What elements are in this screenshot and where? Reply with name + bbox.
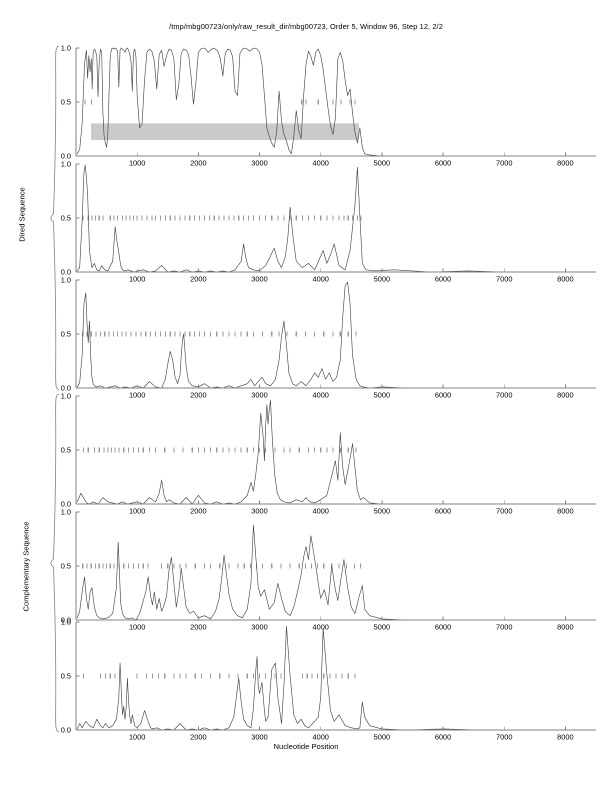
feature-marker-row bbox=[82, 563, 362, 569]
x-axis-tick-label: 3000 bbox=[251, 733, 267, 742]
y-axis-tick-label: 1.0 bbox=[61, 44, 71, 53]
y-axis-tick-label: 0.0 bbox=[61, 384, 71, 393]
plot-panel-3: 0.0 0.5 1.0 1000 2000 3000 4000 5000 6000 7000 800… bbox=[61, 276, 596, 400]
x-axis-tick-label: 4000 bbox=[312, 733, 328, 742]
page-title: /tmp/mbg00723/only/raw_result_dir/mbg007… bbox=[169, 22, 443, 31]
plot-panel-6: 0.0 0.5 1.0 1000 2000 3000 4000 5000 6000 7000 800… bbox=[61, 618, 596, 742]
x-axis-tick-label: 4000 bbox=[312, 275, 328, 284]
feature-marker-row bbox=[82, 215, 362, 221]
x-axis-tick-label: 3000 bbox=[251, 275, 267, 284]
x-axis-tick-label: 1000 bbox=[129, 391, 145, 400]
y-axis-tick-label: 0.5 bbox=[61, 330, 71, 339]
data-line bbox=[76, 164, 594, 273]
x-axis-tick-label: 7000 bbox=[496, 391, 512, 400]
x-axis-tick-label: 2000 bbox=[190, 275, 206, 284]
y-axis-tick-label: 0.0 bbox=[61, 152, 71, 161]
data-line bbox=[76, 400, 591, 505]
x-axis-tick-label: 2000 bbox=[190, 623, 206, 632]
feature-marker-row bbox=[82, 331, 357, 337]
y-axis-tick-label: 1.0 bbox=[61, 508, 71, 517]
x-axis-tick-label: 5000 bbox=[374, 159, 390, 168]
y-axis-tick-label: 0.5 bbox=[61, 446, 71, 455]
plot-panel-2: 0.0 0.5 1.0 1000 2000 3000 4000 5000 6000 7000 800… bbox=[61, 160, 596, 284]
x-axis-tick-label: 1000 bbox=[129, 159, 145, 168]
x-axis-tick-label: 5000 bbox=[374, 507, 390, 516]
x-axis-tick-label: 4000 bbox=[312, 159, 328, 168]
x-axis-tick-label: 1000 bbox=[129, 733, 145, 742]
plot-panel-1: 0.0 0.5 1.0 1000 2000 3000 4000 5000 6000 7000 800… bbox=[61, 44, 596, 168]
x-axis-tick-label: 2000 bbox=[190, 507, 206, 516]
y-axis-tick-label: 0.5 bbox=[61, 672, 71, 681]
x-axis-tick-label: 8000 bbox=[557, 275, 573, 284]
x-axis-label: Nucleotide Position bbox=[273, 742, 339, 751]
y-axis-tick-label: 0.5 bbox=[61, 562, 71, 571]
x-axis-tick-label: 5000 bbox=[374, 733, 390, 742]
data-line bbox=[76, 281, 554, 389]
y-axis-tick-label: 0.0 bbox=[61, 616, 71, 625]
group-brace-2 bbox=[50, 393, 60, 733]
x-axis-tick-label: 4000 bbox=[312, 507, 328, 516]
shaded-band bbox=[91, 123, 359, 141]
plot-panel-4: 0.0 0.5 1.0 1000 2000 3000 4000 5000 6000 7000 800… bbox=[61, 392, 596, 516]
x-axis-tick-label: 1000 bbox=[129, 623, 145, 632]
y-axis-tick-label: 0.0 bbox=[61, 268, 71, 277]
data-line bbox=[76, 626, 591, 731]
y-axis-tick-label: 1.0 bbox=[61, 276, 71, 285]
y-axis-tick-label: 1.0 bbox=[61, 618, 71, 627]
y-axis-tick-label: 0.5 bbox=[61, 214, 71, 223]
x-axis-tick-label: 2000 bbox=[190, 391, 206, 400]
y-axis-tick-label: 1.0 bbox=[61, 160, 71, 169]
feature-marker-row bbox=[84, 99, 356, 105]
x-axis-tick-label: 6000 bbox=[435, 159, 451, 168]
group-brace-1 bbox=[50, 45, 60, 391]
x-axis-tick-label: 8000 bbox=[557, 733, 573, 742]
x-axis-tick-label: 6000 bbox=[435, 733, 451, 742]
x-axis-tick-label: 8000 bbox=[557, 159, 573, 168]
feature-marker-row bbox=[82, 447, 357, 453]
x-axis-tick-label: 8000 bbox=[557, 623, 573, 632]
x-axis-tick-label: 7000 bbox=[496, 159, 512, 168]
x-axis-tick-label: 5000 bbox=[374, 623, 390, 632]
x-axis-tick-label: 2000 bbox=[190, 733, 206, 742]
x-axis-tick-label: 3000 bbox=[251, 159, 267, 168]
x-axis-tick-label: 7000 bbox=[496, 275, 512, 284]
x-axis-tick-label: 6000 bbox=[435, 507, 451, 516]
plot-panel-5: 0.0 0.5 1.0 1000 2000 3000 4000 5000 6000 7000 800… bbox=[61, 508, 596, 632]
y-axis-tick-label: 1.0 bbox=[61, 392, 71, 401]
x-axis-tick-label: 1000 bbox=[129, 275, 145, 284]
data-line bbox=[76, 524, 591, 621]
x-axis-tick-label: 3000 bbox=[251, 623, 267, 632]
y-axis-tick-label: 0.0 bbox=[61, 726, 71, 735]
x-axis-tick-label: 7000 bbox=[496, 733, 512, 742]
x-axis-tick-label: 7000 bbox=[496, 623, 512, 632]
x-axis-tick-label: 8000 bbox=[557, 507, 573, 516]
y-axis-tick-label: 0.0 bbox=[61, 500, 71, 509]
x-axis-tick-label: 2000 bbox=[190, 159, 206, 168]
x-axis-tick-label: 1000 bbox=[129, 507, 145, 516]
x-axis-tick-label: 3000 bbox=[251, 391, 267, 400]
data-line bbox=[76, 47, 554, 157]
feature-marker-row bbox=[82, 673, 356, 679]
x-axis-tick-label: 5000 bbox=[374, 391, 390, 400]
x-axis-tick-label: 8000 bbox=[557, 391, 573, 400]
x-axis-tick-label: 3000 bbox=[251, 507, 267, 516]
x-axis-tick-label: 4000 bbox=[312, 623, 328, 632]
x-axis-tick-label: 5000 bbox=[374, 275, 390, 284]
x-axis-tick-label: 4000 bbox=[312, 391, 328, 400]
x-axis-tick-label: 6000 bbox=[435, 275, 451, 284]
x-axis-tick-label: 6000 bbox=[435, 623, 451, 632]
x-axis-tick-label: 6000 bbox=[435, 391, 451, 400]
y-axis-tick-label: 0.5 bbox=[61, 98, 71, 107]
x-axis-tick-label: 7000 bbox=[496, 507, 512, 516]
